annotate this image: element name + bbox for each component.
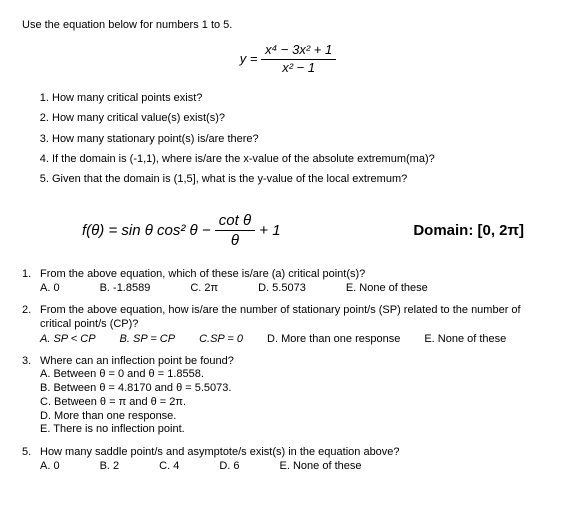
s2-q5: 5.How many saddle point/s and asymptote/… (22, 445, 554, 474)
opt-c: C.SP = 0 (199, 332, 243, 346)
opt-e: E. There is no inflection point. (40, 423, 554, 437)
q1: How many critical points exist? (52, 91, 554, 105)
opt-e: E. None of these (280, 459, 362, 473)
opt-c: C. Between θ = π and θ = 2π. (40, 396, 554, 410)
opt-d: D. More than one response. (40, 410, 554, 424)
q4: If the domain is (-1,1), where is/are th… (52, 152, 554, 166)
eq-denominator: x² − 1 (261, 60, 336, 77)
opt-a: A. 0 (40, 281, 60, 295)
s2-q1: 1.From the above equation, which of thes… (22, 267, 554, 296)
opt-a: A. 0 (40, 459, 60, 473)
equation-2: f(θ) = sin θ cos² θ − cot θθ + 1 (82, 211, 281, 251)
q5: Given that the domain is (1,5], what is … (52, 172, 554, 186)
instruction-text: Use the equation below for numbers 1 to … (22, 18, 554, 32)
opt-a: A. SP < CP (40, 332, 96, 346)
opt-b: B. SP = CP (120, 332, 176, 346)
q2: How many critical value(s) exist(s)? (52, 111, 554, 125)
opt-c: C. 2π (190, 281, 218, 295)
opt-a: A. Between θ = 0 and θ = 1.8558. (40, 368, 554, 382)
opt-c: C. 4 (159, 459, 179, 473)
opt-e: E. None of these (346, 281, 428, 295)
equation-2-row: f(θ) = sin θ cos² θ − cot θθ + 1 Domain:… (82, 211, 524, 251)
s2-q3: 3.Where can an inflection point be found… (22, 354, 554, 437)
eq-numerator: x⁴ − 3x² + 1 (261, 42, 336, 60)
equation-1: y = x⁴ − 3x² + 1 x² − 1 (22, 42, 554, 77)
question-list-1: How many critical points exist? How many… (22, 91, 554, 186)
opt-d: D. More than one response (267, 332, 400, 346)
opt-b: B. 2 (100, 459, 120, 473)
opt-d: D. 5.5073 (258, 281, 306, 295)
domain-text: Domain: [0, 2π] (413, 221, 524, 241)
eq-fraction: x⁴ − 3x² + 1 x² − 1 (261, 42, 336, 77)
opt-b: B. Between θ = 4.8170 and θ = 5.5073. (40, 382, 554, 396)
opt-e: E. None of these (424, 332, 506, 346)
opt-b: B. -1.8589 (100, 281, 151, 295)
q3: How many stationary point(s) is/are ther… (52, 132, 554, 146)
s2-q2: 2.From the above equation, how is/are th… (22, 303, 554, 346)
opt-d: D. 6 (219, 459, 239, 473)
eq-lhs: y = (240, 51, 258, 66)
